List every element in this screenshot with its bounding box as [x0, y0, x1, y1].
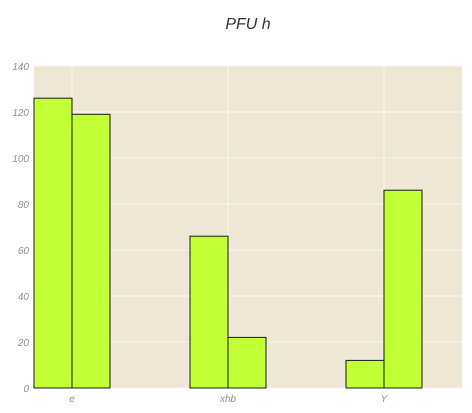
y-tick-label: 80	[18, 200, 30, 211]
y-tick-label: 100	[12, 154, 29, 165]
bar	[228, 337, 266, 388]
bar	[346, 360, 384, 388]
x-axis-tick-labels: e xhb Y	[69, 394, 388, 405]
x-tick-label: e	[69, 394, 75, 405]
bar	[190, 236, 228, 388]
x-tick-label: Y	[381, 394, 389, 405]
chart-title: PFU h	[225, 16, 270, 33]
bar	[34, 98, 72, 388]
y-tick-label: 40	[18, 292, 30, 303]
x-tick-label: xhb	[219, 394, 237, 405]
y-axis-tick-labels: 0 20 40 60 80 100 120 140	[12, 62, 29, 395]
y-tick-label: 20	[17, 338, 30, 349]
y-tick-label: 60	[18, 246, 30, 257]
y-tick-label: 140	[12, 62, 29, 73]
bar	[384, 190, 422, 388]
y-tick-label: 120	[12, 108, 29, 119]
bar	[72, 114, 110, 388]
y-tick-label: 0	[23, 384, 29, 395]
